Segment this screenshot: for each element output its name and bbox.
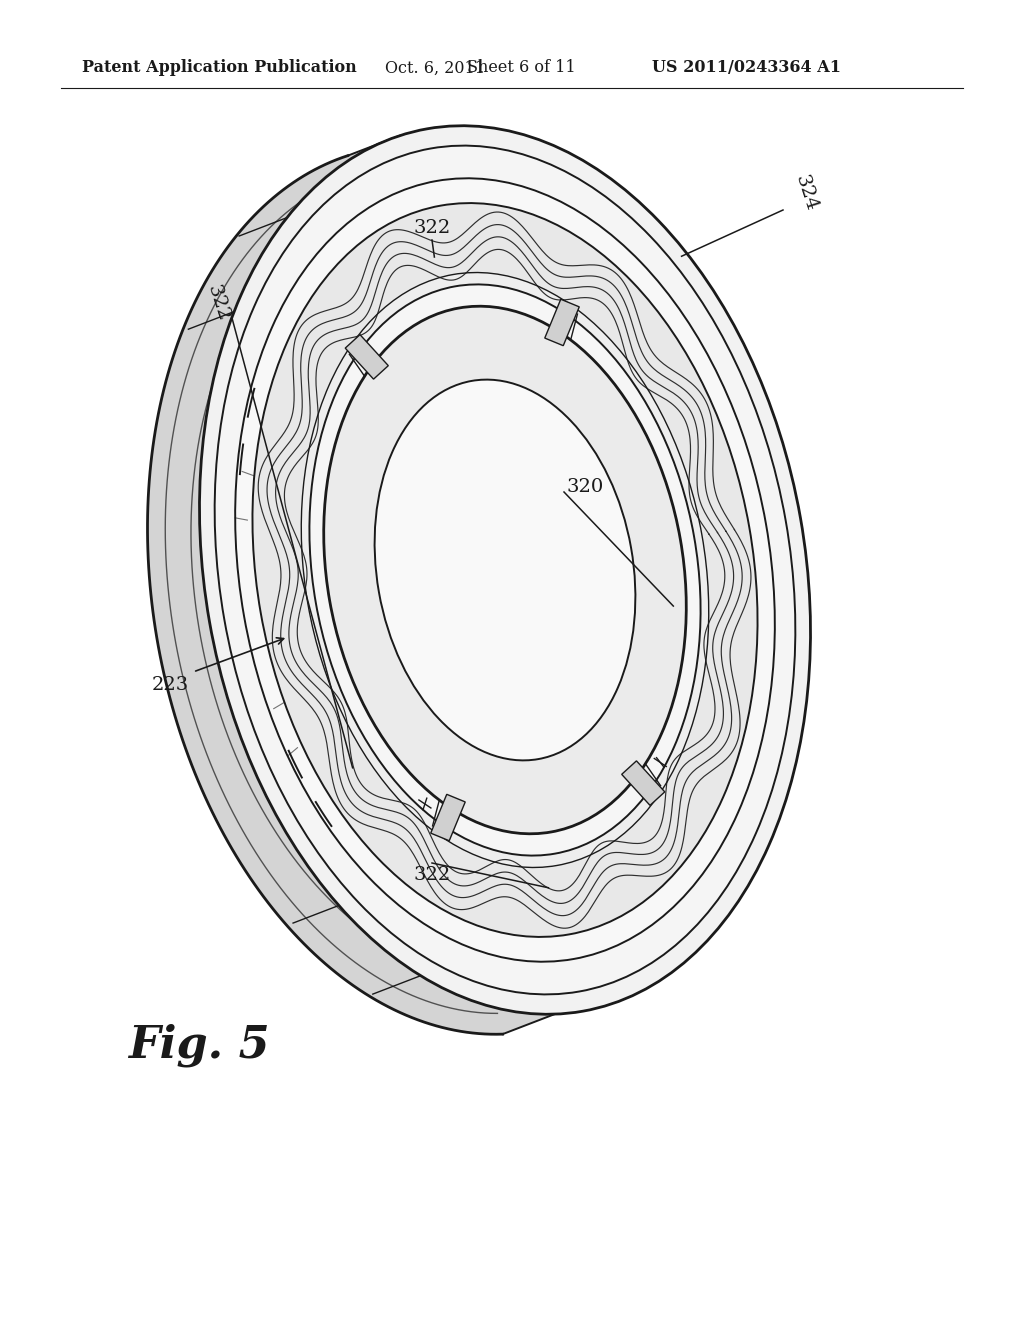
Bar bbox=[431, 795, 465, 841]
Text: Fig. 5: Fig. 5 bbox=[128, 1023, 269, 1067]
Bar bbox=[545, 300, 580, 346]
Ellipse shape bbox=[309, 284, 700, 855]
Polygon shape bbox=[147, 136, 555, 1035]
Text: 223: 223 bbox=[152, 676, 188, 694]
Ellipse shape bbox=[215, 145, 796, 994]
Text: 322: 322 bbox=[414, 866, 451, 884]
Text: 322: 322 bbox=[204, 282, 232, 323]
Text: US 2011/0243364 A1: US 2011/0243364 A1 bbox=[652, 59, 841, 77]
Ellipse shape bbox=[253, 203, 758, 937]
Ellipse shape bbox=[324, 306, 686, 834]
Text: 320: 320 bbox=[566, 478, 603, 496]
Ellipse shape bbox=[375, 380, 635, 760]
Text: Sheet 6 of 11: Sheet 6 of 11 bbox=[467, 59, 575, 77]
Text: 324: 324 bbox=[792, 173, 820, 214]
Text: Patent Application Publication: Patent Application Publication bbox=[82, 59, 356, 77]
Text: 322: 322 bbox=[414, 219, 451, 238]
Ellipse shape bbox=[200, 125, 811, 1014]
Bar bbox=[345, 335, 388, 379]
Ellipse shape bbox=[236, 178, 775, 962]
Bar bbox=[622, 760, 665, 805]
Ellipse shape bbox=[301, 272, 709, 867]
Text: Oct. 6, 2011: Oct. 6, 2011 bbox=[385, 59, 485, 77]
